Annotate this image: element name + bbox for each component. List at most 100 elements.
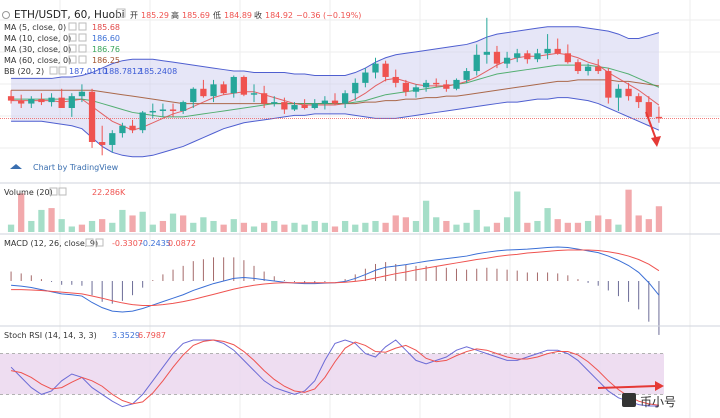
volume-bar <box>311 220 318 232</box>
candle <box>362 68 369 88</box>
candle <box>412 84 420 98</box>
candle-body <box>48 97 55 103</box>
volume-bar <box>220 224 227 232</box>
bollinger-lower-line <box>11 97 660 158</box>
close-icon[interactable] <box>58 187 67 196</box>
open-value: 185.29 <box>141 11 169 20</box>
eye-icon[interactable] <box>68 44 77 53</box>
change-value: −0.36 (−0.19%) <box>296 11 361 20</box>
candle <box>534 48 541 63</box>
candle-body <box>240 76 248 95</box>
right-arrow-line <box>597 385 657 389</box>
ma60-label[interactable]: MA (60, close, 0) <box>4 56 71 65</box>
candle-body <box>493 51 501 64</box>
candle-body <box>341 93 349 104</box>
volume-bar <box>655 206 663 232</box>
volume-bar <box>453 224 460 232</box>
candle <box>564 44 571 64</box>
stoch-rsi-band-fill <box>0 353 664 395</box>
close-label: 收 <box>254 10 262 20</box>
volume-bar <box>483 226 490 232</box>
candle <box>68 93 75 117</box>
macd-label[interactable]: MACD (12, 26, close, 9) <box>4 239 98 248</box>
candle <box>554 38 561 55</box>
candle <box>220 81 227 95</box>
candle-body <box>422 82 430 88</box>
volume-bar <box>493 222 501 232</box>
candle <box>473 44 480 76</box>
close-icon[interactable] <box>95 238 104 247</box>
bb-label[interactable]: BB (20, 2) <box>4 67 44 76</box>
macd-signal-line <box>11 249 660 307</box>
eye-icon[interactable] <box>68 22 77 31</box>
ma10-label[interactable]: MA (10, close, 0) <box>4 34 71 43</box>
candle-body <box>321 100 329 104</box>
ma30-label[interactable]: MA (30, close, 0) <box>4 45 71 54</box>
close-icon[interactable] <box>78 44 87 53</box>
low-value: 184.89 <box>224 11 252 20</box>
candle-body <box>554 48 561 54</box>
close-icon[interactable] <box>78 55 87 64</box>
close-icon[interactable] <box>58 66 67 75</box>
candle-body <box>574 62 582 72</box>
volume-bar <box>392 215 399 232</box>
corner-logo: 币小号 <box>622 393 676 409</box>
stoch-rsi-label[interactable]: Stoch RSI (14, 14, 3, 3) <box>4 331 97 340</box>
volume-bar <box>625 189 632 232</box>
volume-bar <box>291 222 298 232</box>
eye-icon[interactable] <box>49 66 58 75</box>
candle-body <box>169 109 177 111</box>
stoch-rsi-band <box>0 353 664 395</box>
volume-label[interactable]: Volume (20) <box>4 188 53 197</box>
macd-signal-value: 0.0872 <box>168 239 196 248</box>
volume-bar <box>321 222 329 232</box>
watermark-text[interactable]: Chart by TradingView <box>33 163 119 172</box>
candle-body <box>483 51 490 55</box>
candle-body <box>605 71 612 98</box>
candle <box>169 103 177 117</box>
ma5-label[interactable]: MA (5, close, 0) <box>4 23 66 32</box>
candle <box>402 79 409 97</box>
volume-bar <box>7 224 15 232</box>
symbol-title: ETH/USDT, 60, Huobi <box>14 9 125 21</box>
eye-icon[interactable] <box>49 187 58 196</box>
volume-bar <box>524 222 531 232</box>
candle-body <box>352 82 359 94</box>
candle <box>210 79 217 103</box>
eye-icon[interactable] <box>68 55 77 64</box>
close-icon[interactable] <box>78 33 87 42</box>
collapse-icon[interactable] <box>2 11 10 19</box>
candle <box>422 79 430 92</box>
stoch-d-value: 6.7987 <box>138 331 166 340</box>
close-value: 184.92 <box>265 11 293 20</box>
candle-body <box>311 103 318 108</box>
candle-body <box>412 87 420 92</box>
eye-icon[interactable] <box>85 238 94 247</box>
candle-body <box>514 53 521 58</box>
bb-basis-value: 187.0110 <box>69 67 107 76</box>
candlesticks <box>7 17 663 156</box>
candle <box>382 60 389 82</box>
volume-bar <box>352 224 359 232</box>
volume-bar <box>503 217 511 232</box>
candle <box>250 84 258 103</box>
volume-bar <box>180 215 187 232</box>
eye-icon[interactable] <box>68 33 77 42</box>
volume-bar <box>564 222 571 232</box>
settings-icon[interactable] <box>116 8 126 18</box>
candle-body <box>655 116 663 119</box>
candle <box>574 59 582 74</box>
close-icon[interactable] <box>78 22 87 31</box>
candle-body <box>261 93 268 104</box>
candle-body <box>524 53 531 60</box>
candle-body <box>180 102 187 111</box>
volume-bar <box>169 213 177 232</box>
candle <box>139 110 146 134</box>
candle <box>321 96 329 110</box>
candle <box>392 69 399 88</box>
candle-body <box>635 96 642 103</box>
tradingview-watermark[interactable]: Chart by TradingView <box>10 163 119 172</box>
candle <box>524 50 531 64</box>
candle-body <box>534 53 541 60</box>
macd-line-value: -0.2435 <box>140 239 171 248</box>
